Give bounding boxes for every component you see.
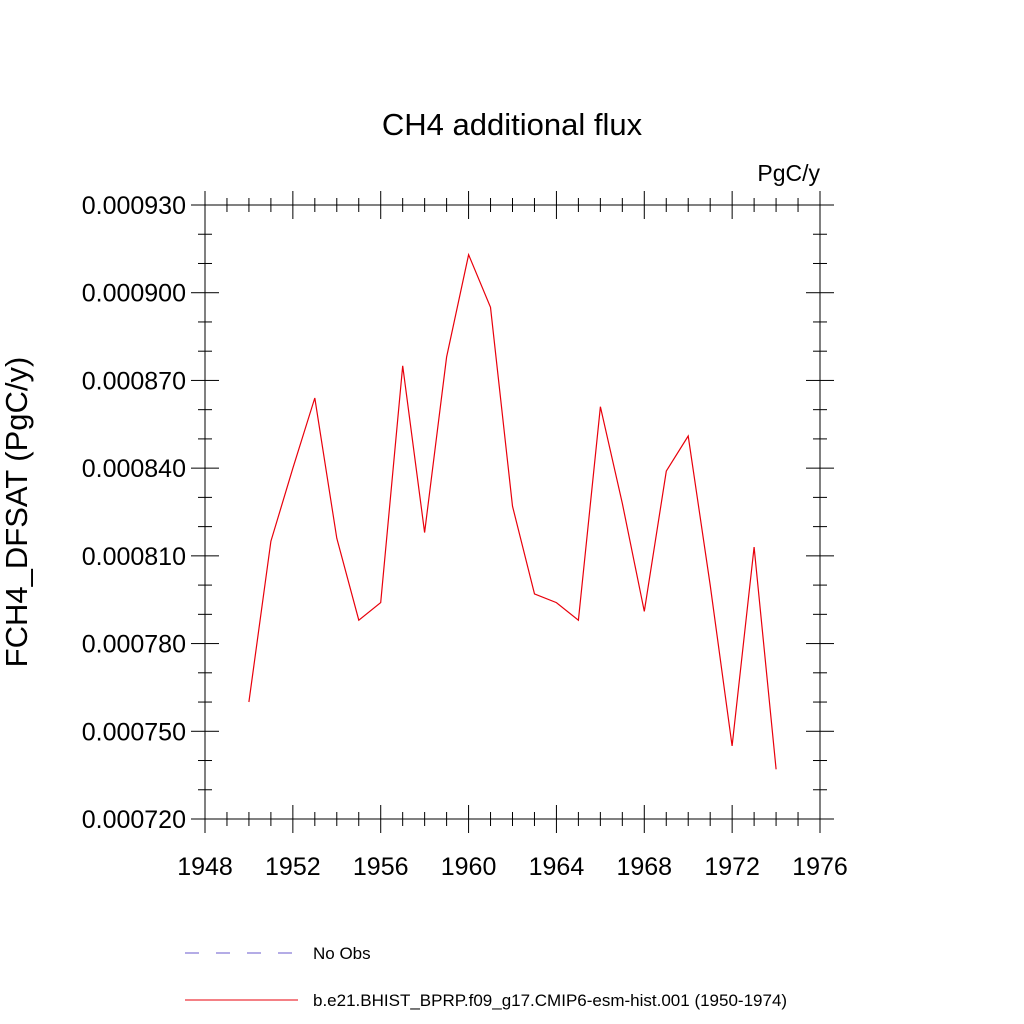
plot-border <box>204 204 821 820</box>
legend-label-model-run: b.e21.BHIST_BPRP.f09_g17.CMIP6-esm-hist.… <box>313 991 787 1010</box>
x-tick-label: 1956 <box>353 853 409 881</box>
x-tick-label: 1964 <box>529 853 585 881</box>
series-layer <box>248 252 777 770</box>
y-tick-label: 0.000720 <box>82 806 186 834</box>
x-tick-label: 1952 <box>265 853 321 881</box>
x-axis-ticks: 1948 1952 1956 1960 1964 1968 1972 1976 <box>177 191 848 881</box>
legend: No Obs b.e21.BHIST_BPRP.f09_g17.CMIP6-es… <box>185 944 787 1010</box>
y-tick-label: 0.000780 <box>82 631 186 659</box>
legend-label-no-obs: No Obs <box>313 944 371 963</box>
y-tick-label: 0.000930 <box>82 192 186 220</box>
y-tick-label: 0.000810 <box>82 543 186 571</box>
units-label: PgC/y <box>757 160 820 186</box>
x-tick-label: 1972 <box>704 853 760 881</box>
y-axis-title: FCH4_DFSAT (PgC/y) <box>0 357 34 668</box>
chart-title: CH4 additional flux <box>382 107 643 142</box>
x-tick-label: 1968 <box>616 853 672 881</box>
plot-frame <box>204 204 821 820</box>
y-tick-label: 0.000840 <box>82 455 186 483</box>
y-tick-label: 0.000900 <box>82 280 186 308</box>
x-tick-label: 1948 <box>177 853 233 881</box>
series-line <box>248 252 777 770</box>
y-tick-label: 0.000870 <box>82 367 186 395</box>
y-tick-label: 0.000750 <box>82 718 186 746</box>
x-tick-label: 1960 <box>441 853 497 881</box>
x-tick-label: 1976 <box>792 853 848 881</box>
y-axis-ticks: 0.000720 0.000750 0.000780 0.000810 0.000840… <box>82 192 834 834</box>
